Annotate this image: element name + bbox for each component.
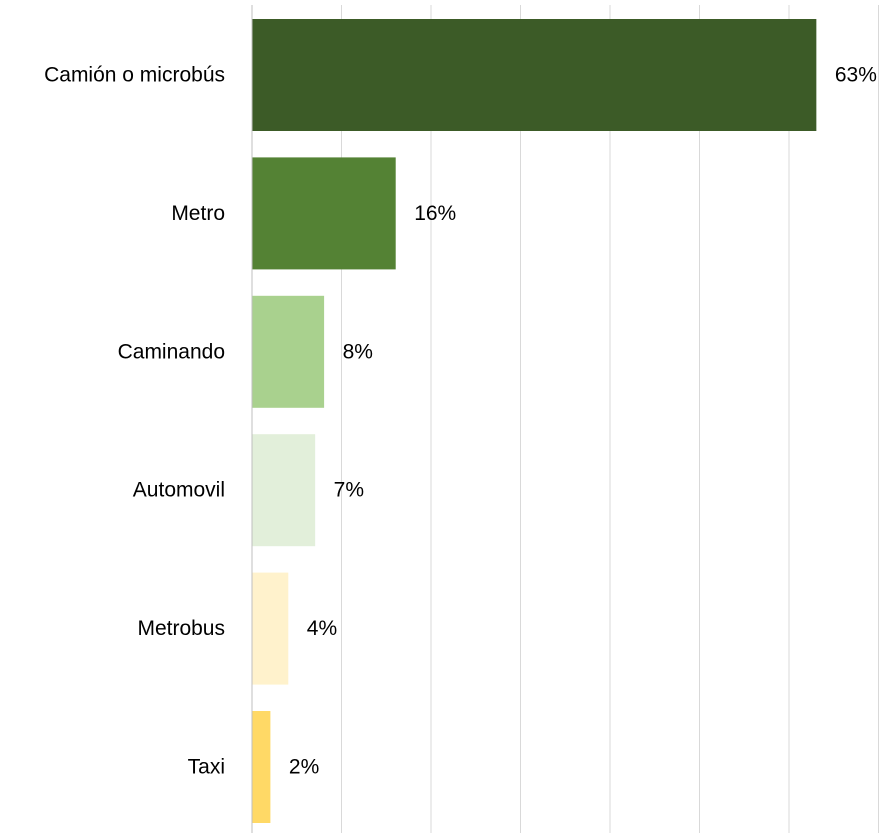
category-label: Caminando	[118, 340, 225, 363]
category-label: Camión o microbús	[44, 64, 225, 87]
bar	[252, 711, 271, 823]
category-label: Automovil	[133, 479, 225, 502]
category-labels: Camión o microbús Metro Caminando Automovil…	[44, 64, 225, 779]
bar	[252, 19, 817, 131]
category-label: Metrobus	[137, 617, 225, 640]
category-label: Taxi	[188, 756, 225, 779]
bar	[252, 434, 316, 547]
data-label: 2%	[289, 756, 319, 779]
bar	[252, 572, 289, 685]
data-label: 63%	[835, 64, 877, 87]
category-label: Metro	[171, 202, 225, 225]
data-labels: 63% 16% 8% 7% 4% 2%	[289, 64, 877, 779]
data-label: 8%	[343, 340, 373, 363]
bars	[252, 19, 817, 823]
data-label: 16%	[414, 202, 456, 225]
gridlines	[251, 5, 879, 833]
bar	[252, 295, 325, 408]
data-label: 4%	[307, 617, 337, 640]
data-label: 7%	[334, 479, 364, 502]
bar	[252, 157, 396, 270]
